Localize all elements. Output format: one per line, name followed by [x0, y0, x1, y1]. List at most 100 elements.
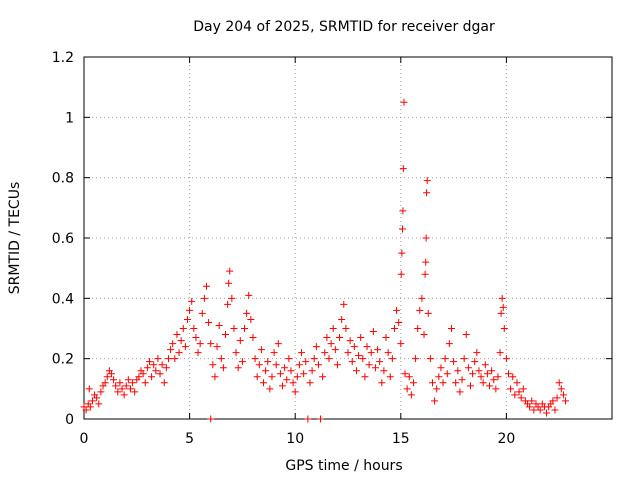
data-point [355, 352, 363, 360]
data-point [262, 367, 270, 375]
data-point [120, 391, 128, 399]
data-point [249, 334, 257, 342]
data-point [562, 397, 570, 405]
data-point [217, 355, 225, 363]
data-point [158, 361, 166, 369]
data-point [445, 340, 453, 348]
data-point [279, 382, 287, 390]
data-point [312, 343, 320, 351]
data-point [403, 385, 411, 393]
data-point [342, 325, 350, 332]
data-point [225, 279, 233, 287]
data-point [150, 361, 158, 369]
data-point [116, 379, 124, 387]
data-point [241, 325, 249, 332]
data-point [202, 282, 210, 290]
axis-tick-labels: 0 5 10 15 20 0 0.2 0.4 0.6 0.8 1 1.2 [52, 50, 516, 447]
data-point [348, 358, 356, 366]
data-point [289, 379, 297, 387]
data-point [228, 294, 236, 302]
data-point [281, 364, 289, 372]
data-point [378, 379, 386, 387]
data-point [135, 373, 143, 381]
data-point [365, 361, 373, 369]
data-point [274, 340, 282, 348]
data-point [179, 325, 187, 332]
data-point [122, 382, 130, 390]
data-point [390, 325, 398, 332]
y-tick-label: 0.8 [52, 171, 74, 187]
data-point [454, 367, 462, 375]
data-point [162, 364, 170, 372]
data-point [93, 394, 101, 402]
data-point [183, 315, 191, 323]
data-point [462, 331, 470, 339]
data-point [97, 388, 105, 396]
data-point [407, 391, 415, 399]
data-point [336, 334, 344, 342]
chart-title: Day 204 of 2025, SRMTID for receiver dga… [193, 19, 495, 35]
data-point [435, 373, 443, 381]
data-point [234, 364, 242, 372]
data-point [272, 361, 280, 369]
data-point [302, 358, 310, 366]
data-point [401, 370, 409, 378]
data-point [439, 379, 447, 387]
data-point [497, 309, 505, 317]
data-point [428, 379, 436, 387]
data-point [86, 403, 94, 411]
data-points [80, 98, 570, 423]
data-point [310, 355, 318, 363]
data-point [559, 391, 567, 399]
data-point [222, 331, 230, 339]
data-point [175, 349, 183, 357]
data-point [412, 355, 420, 363]
data-point [264, 358, 272, 366]
data-point [196, 340, 204, 348]
data-point [325, 355, 333, 363]
data-point [207, 415, 215, 423]
data-point [333, 361, 341, 369]
data-point [492, 385, 500, 393]
y-tick-label: 0.4 [52, 291, 74, 307]
data-point [255, 361, 263, 369]
data-point [230, 325, 238, 332]
data-point [477, 373, 485, 381]
data-point [124, 376, 132, 384]
data-point [437, 364, 445, 372]
data-point [154, 355, 162, 363]
data-point [253, 373, 261, 381]
data-point [530, 406, 538, 414]
data-point [88, 397, 96, 405]
data-point [450, 358, 458, 366]
data-point [528, 397, 536, 405]
data-point [431, 397, 439, 405]
data-point [456, 388, 464, 396]
data-point [257, 346, 265, 354]
x-axis-label: GPS time / hours [285, 458, 402, 474]
data-point [224, 300, 232, 308]
data-point [219, 364, 227, 372]
data-point [488, 367, 496, 375]
x-tick-label: 5 [185, 431, 194, 447]
data-point [243, 309, 251, 317]
data-point [452, 379, 460, 387]
data-point [245, 291, 253, 299]
data-point [200, 294, 208, 302]
data-point [181, 343, 189, 351]
data-point [359, 355, 367, 363]
data-point [443, 370, 451, 378]
data-point [515, 388, 523, 396]
axis-ticks [83, 56, 612, 420]
data-point [471, 358, 479, 366]
data-point [555, 379, 563, 387]
data-point [139, 370, 147, 378]
x-tick-label: 0 [80, 431, 89, 447]
data-point [400, 98, 408, 106]
data-point [82, 406, 90, 414]
data-point [198, 309, 206, 317]
data-point [507, 385, 515, 393]
data-point [513, 379, 521, 387]
data-point [499, 303, 507, 311]
